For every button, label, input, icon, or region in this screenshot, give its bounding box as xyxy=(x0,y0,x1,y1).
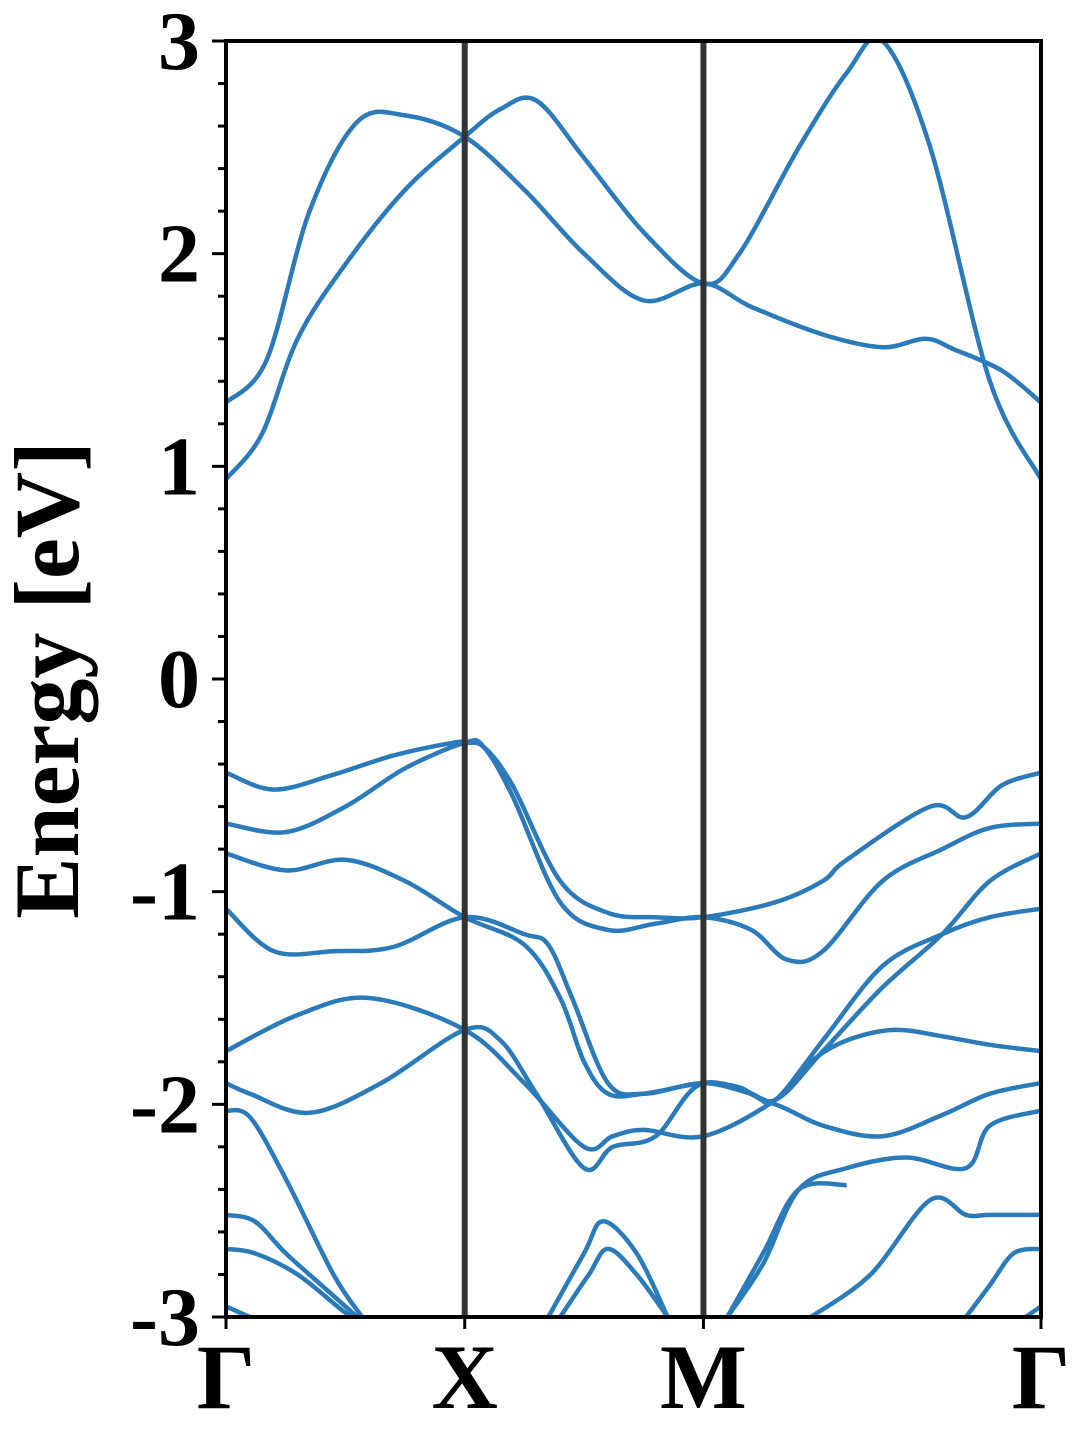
band-line-2 xyxy=(226,41,1041,481)
band-line-8 xyxy=(226,1024,1041,1173)
y-axis-title: Energy [eV] xyxy=(0,441,98,919)
band-line-5 xyxy=(226,851,1041,1104)
band-line-17 xyxy=(546,1219,670,1317)
band-line-9 xyxy=(226,1107,364,1317)
band-line-7 xyxy=(226,995,1041,1152)
band-lines xyxy=(226,41,1041,1317)
y-tick-label: 3 xyxy=(158,0,200,88)
x-tick-label: M xyxy=(660,1326,747,1428)
band-line-11 xyxy=(226,1212,359,1317)
y-tick-label: -2 xyxy=(130,1058,200,1151)
y-tick-label: 1 xyxy=(158,420,200,513)
x-tick-label: Γ xyxy=(1012,1326,1071,1428)
y-tick-label: 2 xyxy=(158,208,200,301)
high-symmetry-lines xyxy=(461,41,707,1317)
band-line-4 xyxy=(226,738,1041,965)
band-line-15 xyxy=(226,1304,255,1317)
band-line-19 xyxy=(725,1181,847,1317)
band-line-6 xyxy=(226,906,1041,1106)
band-line-3 xyxy=(226,739,1041,921)
y-tick-label: 0 xyxy=(158,633,200,726)
band-line-1 xyxy=(226,109,1041,405)
band-line-14 xyxy=(964,1246,1041,1317)
band-line-12 xyxy=(809,1195,1041,1317)
band-line-18 xyxy=(558,1246,670,1317)
y-tick-label: -1 xyxy=(130,846,200,939)
x-tick-label: Γ xyxy=(197,1326,256,1428)
y-tick-label: -3 xyxy=(130,1271,200,1364)
x-tick-label: X xyxy=(431,1326,497,1428)
band-line-10 xyxy=(725,1108,1041,1317)
y-axis-ticks: 3 2 1 0 -1 -2 -3 xyxy=(130,0,226,1364)
